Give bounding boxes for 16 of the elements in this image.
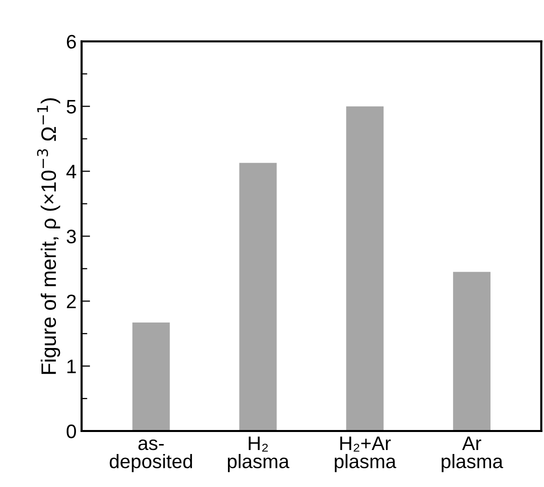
- x-tick-label: H₂+Ar plasma: [334, 436, 396, 472]
- y-tick-label: 3: [66, 230, 76, 244]
- bar: [453, 272, 490, 431]
- y-tick-label: 2: [66, 294, 76, 308]
- x-tick-label: as- deposited: [110, 439, 192, 472]
- bar: [239, 162, 277, 431]
- y-tick-label: 5: [66, 100, 76, 114]
- y-tick-label: 1: [67, 360, 76, 374]
- x-tick-label: Ar plasma: [442, 436, 504, 472]
- bar: [346, 106, 384, 431]
- bar: [132, 322, 170, 431]
- y-axis-title: Figure of merit, ρ (×10$^{−3}$ Ω$^{−1}$): [37, 98, 60, 374]
- x-tick-label: H₂ plasma: [228, 436, 290, 472]
- y-tick-label: 0: [66, 424, 76, 438]
- y-tick-label: 6: [66, 34, 76, 49]
- y-tick-label: 4: [66, 164, 76, 178]
